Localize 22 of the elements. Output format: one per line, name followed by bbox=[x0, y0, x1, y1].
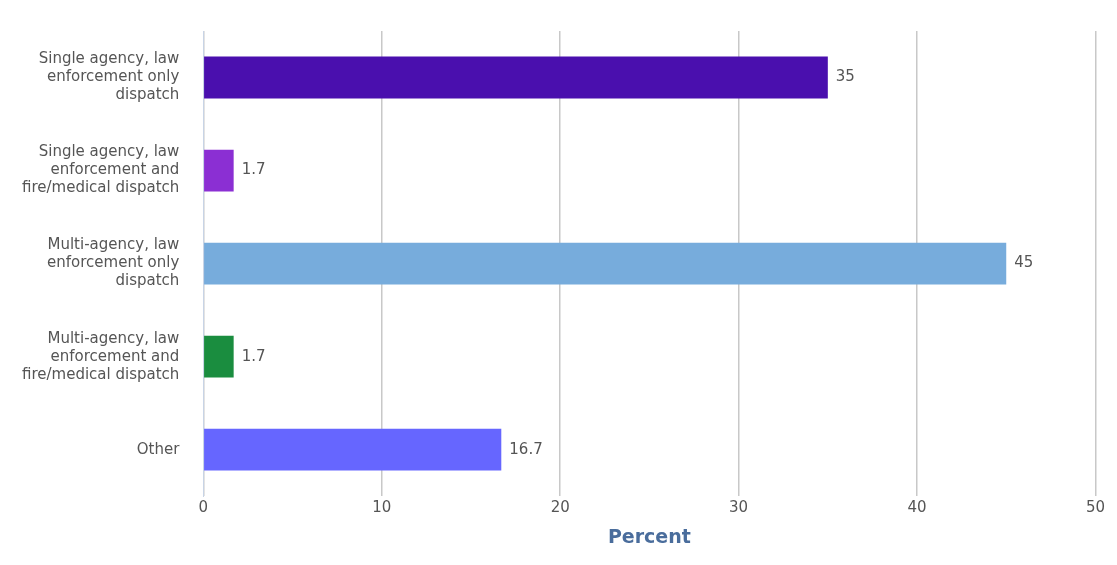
y-tick-label: Single agency, law enforcement only dispatch bbox=[38, 49, 180, 104]
x-tick-label: 30 bbox=[729, 498, 749, 517]
bar bbox=[204, 56, 828, 99]
data-label: 1.7 bbox=[241, 160, 266, 179]
x-tick-label: 20 bbox=[550, 498, 570, 517]
x-tick-label: 50 bbox=[1085, 498, 1105, 517]
data-label: 45 bbox=[1014, 253, 1034, 272]
x-tick-label: 10 bbox=[372, 498, 392, 517]
bar bbox=[204, 149, 234, 192]
x-tick-label: 40 bbox=[907, 498, 927, 517]
bar bbox=[204, 335, 234, 378]
x-axis-title: Percent bbox=[607, 524, 691, 547]
data-label: 16.7 bbox=[509, 439, 543, 458]
y-tick-label: Single agency, law enforcement and fire/medical dispatch bbox=[22, 142, 180, 197]
x-tick-label: 0 bbox=[198, 498, 209, 517]
bar bbox=[204, 428, 502, 471]
bar bbox=[204, 242, 1007, 285]
data-label: 35 bbox=[835, 67, 855, 86]
data-label: 1.7 bbox=[241, 346, 266, 365]
y-tick-label: Other bbox=[136, 439, 181, 458]
y-tick-label: Multi-agency, law enforcement only dispatch bbox=[47, 235, 180, 290]
y-tick-label: Multi-agency, law enforcement and fire/medical dispatch bbox=[22, 328, 180, 383]
